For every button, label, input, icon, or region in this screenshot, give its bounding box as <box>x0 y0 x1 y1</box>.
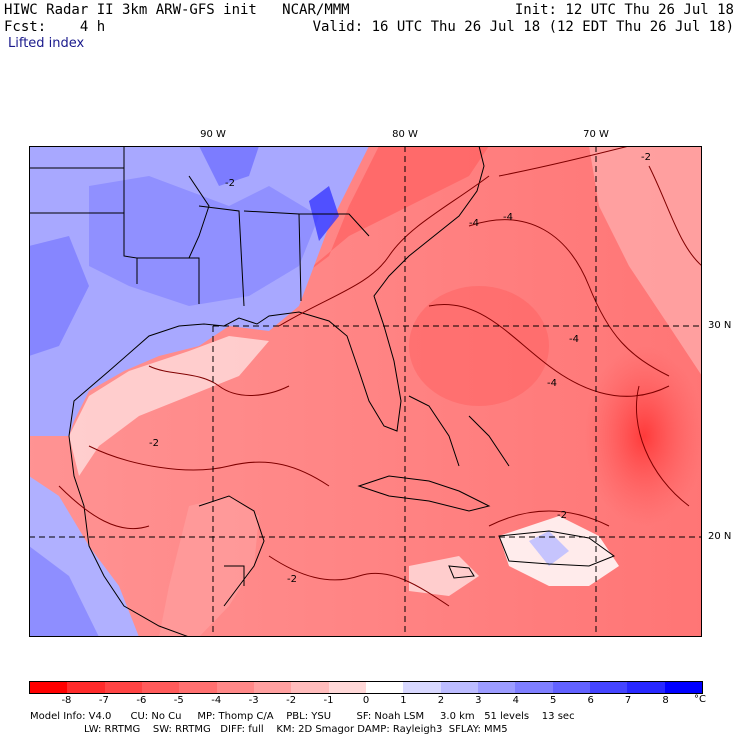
color-swatch <box>179 682 217 693</box>
coastlines <box>29 146 616 637</box>
color-swatch <box>477 682 516 693</box>
contour-label: -2 <box>641 152 651 163</box>
color-swatch <box>291 682 329 693</box>
model-info-line1: Model Info: V4.0 CU: No Cu MP: Thomp C/A… <box>30 711 575 722</box>
color-swatch <box>253 682 292 693</box>
contour-label: -4 <box>469 218 479 229</box>
colorbar-tick-label: 2 <box>437 695 445 706</box>
contour-label: -2 <box>149 438 159 449</box>
init-time: Init: 12 UTC Thu 26 Jul 18 <box>514 2 734 18</box>
forecast-hour: Fcst: 4 h <box>4 19 106 35</box>
colorbar-tick-label: -6 <box>136 695 147 706</box>
lat-label-20n: 20 N <box>708 531 732 542</box>
contour-label: -2 <box>287 574 297 585</box>
map-frame <box>29 146 702 637</box>
graticule <box>29 146 702 637</box>
contour-label: -2 <box>557 510 567 521</box>
colorbar-tick-label: -2 <box>286 695 297 706</box>
color-swatch <box>440 682 478 693</box>
colorbar-tick-label: 8 <box>662 695 669 706</box>
color-swatch <box>664 682 702 693</box>
color-swatch <box>552 682 590 693</box>
colorbar-tick-label: 3 <box>475 695 482 706</box>
colorbar-tick-label: 5 <box>550 695 557 706</box>
colorbar-tick-label: -3 <box>248 695 259 706</box>
lon-label-80w: 80 W <box>392 129 418 140</box>
colorbar-tick-label: -8 <box>61 695 72 706</box>
color-swatch <box>328 682 366 693</box>
color-swatch <box>403 682 441 693</box>
lon-label-70w: 70 W <box>583 129 609 140</box>
model-info-line2: LW: RRTMG SW: RRTMG DIFF: full KM: 2D Sm… <box>30 724 508 735</box>
valid-time: Valid: 16 UTC Thu 26 Jul 18 (12 EDT Thu … <box>312 19 734 35</box>
colorbar-tick-label: -4 <box>211 695 222 706</box>
color-swatch <box>141 682 180 693</box>
contour-label: -2 <box>225 178 235 189</box>
color-swatch <box>515 682 553 693</box>
color-swatch <box>104 682 142 693</box>
contour-label: -4 <box>503 212 513 223</box>
color-swatch <box>67 682 105 693</box>
lon-label-90w: 90 W <box>200 129 226 140</box>
color-scale-bar <box>29 681 703 694</box>
colorbar-tick-label: -5 <box>173 695 184 706</box>
unit-label: °C <box>694 694 706 705</box>
colorbar-tick-label: 0 <box>362 695 370 706</box>
colorbar-tick-label: 1 <box>400 695 407 706</box>
color-swatch <box>365 682 404 693</box>
colorbar-tick-label: 6 <box>587 695 594 706</box>
color-swatch <box>216 682 254 693</box>
field-name: Lifted index <box>8 36 85 51</box>
color-swatch <box>627 682 665 693</box>
contour-label: -4 <box>547 378 557 389</box>
lat-label-30n: 30 N <box>708 320 732 331</box>
model-title: HIWC Radar II 3km ARW-GFS init NCAR/MMM <box>4 2 350 18</box>
color-swatch <box>30 682 68 693</box>
lifted-index-map: -2 -2 -4 -4 -4 -4 -2 -2 -2 <box>29 146 702 637</box>
color-swatch <box>589 682 628 693</box>
colorbar-tick-label: -1 <box>323 695 334 706</box>
colorbar-tick-label: 4 <box>512 695 519 706</box>
colorbar-tick-label: -7 <box>98 695 109 706</box>
colorbar-tick-label: 7 <box>624 695 632 706</box>
contour-label: -4 <box>569 334 579 345</box>
li-contours <box>58 146 702 607</box>
